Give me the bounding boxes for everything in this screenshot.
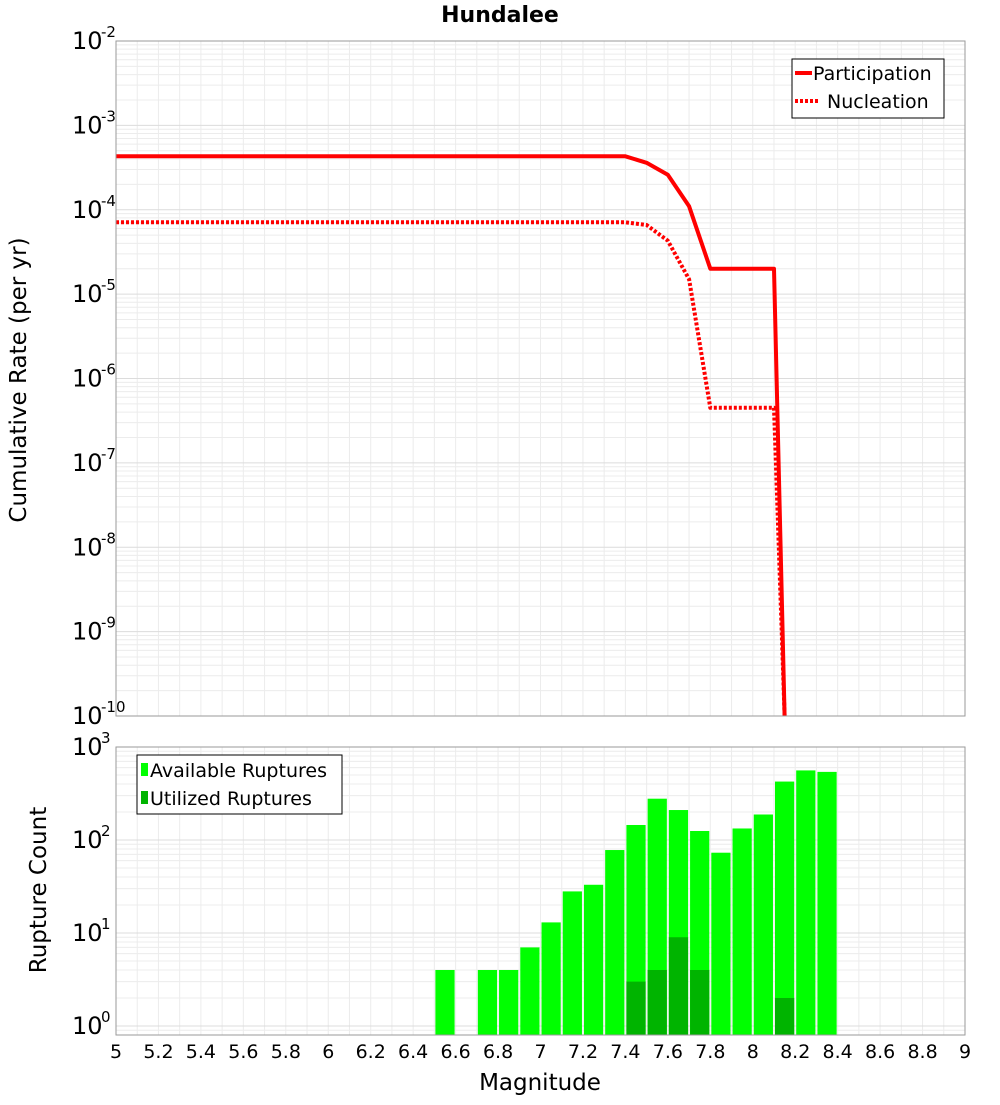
- available-rupture-bar: [520, 947, 540, 1035]
- utilized-legend-label: Utilized Ruptures: [150, 788, 312, 810]
- rate-y-tick-label: 10: [72, 111, 103, 139]
- magnitude-tick-label: 6: [322, 1041, 334, 1063]
- count-y-tick-label: 10: [72, 826, 103, 854]
- utilized-rupture-bar: [774, 997, 795, 1035]
- rupture-legend-box: [136, 754, 343, 815]
- available-rupture-bar: [774, 781, 795, 1035]
- rate-y-tick-labels: 10-210-310-410-510-610-710-810-910-10: [72, 23, 126, 730]
- rate-y-tick-exponent: -6: [101, 361, 116, 379]
- count-plot-frame: [115, 746, 966, 1036]
- rupture-bars: [435, 770, 837, 1035]
- magnitude-tick-label: 9: [959, 1041, 971, 1063]
- available-rupture-bar: [732, 828, 752, 1035]
- rate-y-tick-exponent: -10: [101, 698, 126, 716]
- participation-line: [116, 154, 787, 717]
- magnitude-tick-label: 5.6: [228, 1041, 258, 1063]
- rate-series: [116, 154, 787, 717]
- utilized-legend-swatch: [141, 791, 148, 804]
- available-rupture-bar: [796, 770, 816, 1035]
- magnitude-tick-label: 5.4: [186, 1041, 216, 1063]
- magnitude-tick-label: 7.2: [568, 1041, 598, 1063]
- utilized-rupture-bar: [626, 981, 646, 1035]
- available-rupture-bar: [605, 850, 625, 1035]
- rate-y-tick-label: 10: [72, 618, 103, 646]
- count-y-tick-exponent: 1: [101, 915, 111, 933]
- chart-title: Hundalee: [441, 3, 559, 28]
- rate-y-tick-label: 10: [72, 449, 103, 477]
- count-y-tick-exponent: 3: [101, 729, 111, 747]
- count-y-tick-label: 10: [72, 919, 103, 947]
- magnitude-tick-label: 8.8: [907, 1041, 937, 1063]
- count-y-axis-label: Rupture Count: [26, 807, 52, 973]
- magnitude-tick-label: 8.2: [780, 1041, 810, 1063]
- rate-y-tick-exponent: -8: [101, 529, 116, 547]
- magnitude-tick-label: 7.4: [610, 1041, 640, 1063]
- available-rupture-bar: [817, 771, 837, 1035]
- rate-y-axis-label: Cumulative Rate (per yr): [6, 237, 32, 522]
- rate-y-tick-exponent: -2: [101, 23, 116, 41]
- count-y-tick-exponent: 0: [101, 1008, 111, 1026]
- available-rupture-bar: [562, 891, 582, 1035]
- rate-legend-box: [791, 58, 945, 119]
- available-rupture-bar: [477, 969, 498, 1035]
- magnitude-tick-label: 6.2: [356, 1041, 386, 1063]
- rate-y-tick-label: 10: [72, 280, 103, 308]
- rate-y-tick-label: 10: [72, 533, 103, 561]
- magnitude-tick-label: 5.2: [143, 1041, 173, 1063]
- utilized-rupture-bar: [647, 969, 667, 1035]
- magnitude-tick-label: 8.6: [865, 1041, 895, 1063]
- utilized-rupture-bar: [668, 937, 689, 1035]
- magnitude-tick-label: 7: [534, 1041, 546, 1063]
- available-rupture-bar: [435, 969, 455, 1035]
- rate-y-tick-label: 10: [72, 365, 103, 393]
- magnitude-tick-label: 7.6: [653, 1041, 683, 1063]
- magnitude-tick-label: 7.8: [695, 1041, 725, 1063]
- available-legend-swatch: [141, 763, 148, 776]
- count-y-tick-exponent: 2: [101, 822, 111, 840]
- count-y-tick-label: 10: [72, 1012, 103, 1040]
- rate-y-tick-exponent: -5: [101, 276, 116, 294]
- rate-legend: Participation Nucleation: [791, 58, 945, 119]
- magnitude-tick-label: 6.4: [398, 1041, 428, 1063]
- magnitude-x-axis-label: Magnitude: [479, 1070, 601, 1096]
- rate-y-tick-exponent: -9: [101, 614, 116, 632]
- top-gridlines: [115, 41, 966, 717]
- count-y-tick-label: 10: [72, 733, 103, 761]
- available-rupture-bar: [711, 852, 731, 1035]
- rate-y-tick-exponent: -4: [101, 192, 116, 210]
- utilized-rupture-bar: [690, 969, 710, 1035]
- available-rupture-bar: [541, 922, 561, 1035]
- magnitude-tick-label: 5: [110, 1041, 122, 1063]
- nucleation-legend-label: Nucleation: [827, 91, 929, 113]
- rate-y-tick-exponent: -3: [101, 107, 116, 125]
- rate-y-tick-label: 10: [72, 196, 103, 224]
- available-rupture-bar: [499, 969, 519, 1035]
- nucleation-line: [116, 220, 787, 717]
- available-rupture-bar: [753, 814, 773, 1035]
- magnitude-tick-label: 5.8: [271, 1041, 301, 1063]
- rate-plot-frame: [115, 40, 966, 717]
- magnitude-tick-label: 6.6: [440, 1041, 470, 1063]
- magnitude-tick-label: 8: [747, 1041, 759, 1063]
- available-legend-label: Available Ruptures: [150, 760, 327, 782]
- rupture-legend: Available Ruptures Utilized Ruptures: [136, 754, 343, 815]
- participation-legend-label: Participation: [813, 63, 932, 85]
- rate-y-tick-exponent: -7: [101, 445, 116, 463]
- magnitude-tick-label: 8.4: [823, 1041, 853, 1063]
- magnitude-tick-label: 6.8: [483, 1041, 513, 1063]
- magnitude-x-tick-labels: 5 5.2 5.4 5.6 5.8 6 6.2 6.4 6.6 6.8 7 7.2 7.4 7.6 7.8 8…: [110, 1041, 971, 1063]
- rate-y-tick-label: 10: [72, 702, 103, 730]
- rate-y-tick-label: 10: [72, 27, 103, 55]
- available-rupture-bar: [583, 884, 604, 1035]
